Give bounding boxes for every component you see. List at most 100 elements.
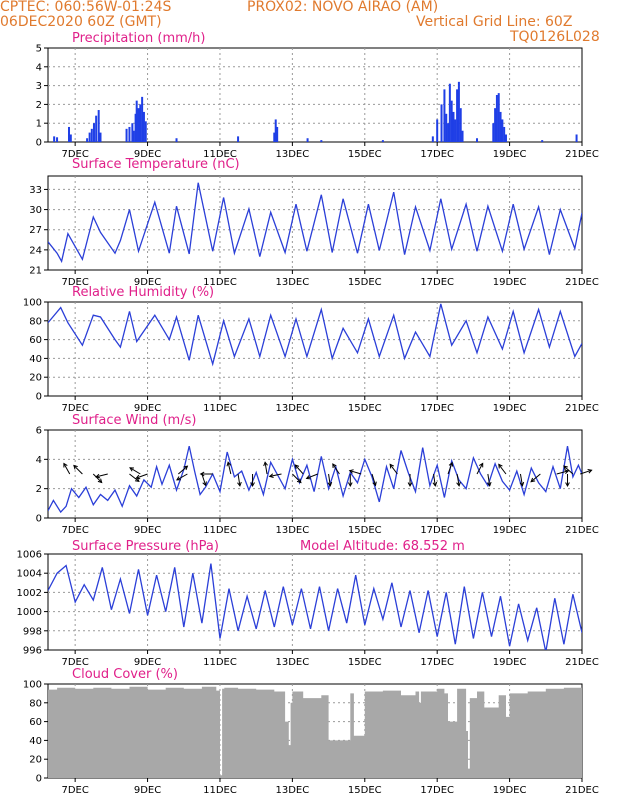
precipitation-xtick-label: 19DEC — [493, 149, 527, 160]
wind-arrow-head — [129, 467, 135, 472]
wind-arrow-head — [296, 478, 302, 484]
precipitation-bar — [450, 100, 453, 142]
wind-arrow — [95, 473, 108, 478]
precipitation-bar — [139, 104, 142, 142]
precipitation-bar — [381, 140, 384, 142]
wind-arrow-head — [305, 475, 311, 480]
precipitation-bar — [503, 126, 506, 142]
precipitation-bar — [276, 126, 279, 142]
pressure-ytick-label: 996 — [23, 646, 42, 657]
precipitation-bar — [53, 136, 56, 142]
wind-arrow — [136, 473, 148, 479]
wind-arrow-head — [237, 481, 242, 487]
pressure-ytick-label: 998 — [23, 626, 42, 637]
humidity-xtick-label: 11DEC — [203, 403, 237, 414]
precipitation-bar — [132, 130, 135, 142]
humidity-frame — [47, 301, 583, 397]
precipitation-bar — [504, 134, 507, 142]
wind-arrow — [269, 473, 282, 477]
precipitation-bar — [175, 138, 178, 142]
wind-arrow-head — [372, 481, 377, 487]
wind-title: Surface Wind (m/s) — [72, 413, 196, 428]
pressure-xtick-label: 15DEC — [348, 657, 382, 668]
cloud-cover-xtick-label: 7DEC — [61, 785, 88, 796]
wind-arrow-head — [530, 477, 536, 483]
precipitation-bar — [92, 123, 95, 142]
wind-arrow-head — [134, 477, 140, 483]
pressure-series-line — [48, 563, 582, 650]
pressure-ytick-label: 1006 — [17, 550, 42, 561]
precipitation-bar — [436, 119, 439, 142]
precipitation-bar — [142, 111, 145, 142]
header-grid-note: Vertical Grid Line: 60Z — [416, 14, 573, 30]
wind-arrow-head — [202, 481, 207, 487]
wind-arrow — [73, 465, 83, 475]
wind-xtick-label: 13DEC — [276, 525, 310, 536]
precipitation-bar — [56, 137, 59, 142]
pressure-xtick-label: 13DEC — [276, 657, 310, 668]
precipitation-bar — [541, 140, 544, 142]
precipitation-bar — [499, 111, 502, 142]
precipitation-bar — [131, 123, 134, 142]
cloud-cover-xtick-label: 19DEC — [493, 785, 527, 796]
wind-arrow — [563, 465, 574, 475]
humidity-xtick-label: 19DEC — [493, 403, 527, 414]
wind-arrow-head — [448, 461, 454, 467]
wind-arrow-head — [432, 481, 438, 487]
wind-arrow-head — [294, 464, 300, 470]
wind-series-line — [48, 445, 582, 514]
precipitation-xtick-label: 9DEC — [134, 149, 161, 160]
precipitation-bar — [492, 123, 495, 142]
precipitation-bar — [456, 89, 459, 142]
precipitation-bar — [137, 108, 140, 142]
wind-xtick-label: 15DEC — [348, 525, 382, 536]
temperature-ytick-label: 33 — [29, 185, 42, 196]
wind-arrow — [556, 470, 569, 475]
humidity-ytick-label: 100 — [23, 298, 42, 309]
wind-arrow — [92, 473, 103, 483]
wind-arrow — [306, 473, 318, 479]
humidity-xtick-label: 21DEC — [565, 403, 599, 414]
precipitation-bar — [86, 138, 89, 142]
header-run-date: 06DEC2020 60Z (GMT) — [0, 14, 162, 30]
temperature-xtick-label: 7DEC — [61, 277, 88, 288]
wind-arrow-head — [456, 481, 461, 487]
precipitation-bar — [443, 89, 446, 142]
temperature-xtick-label: 9DEC — [134, 277, 161, 288]
precipitation-bar — [90, 128, 93, 142]
wind-arrow-head — [250, 482, 255, 488]
precipitation-bar — [476, 138, 479, 142]
humidity-xtick-label: 9DEC — [134, 403, 161, 414]
humidity-ytick-label: 20 — [29, 373, 42, 384]
precipitation-ytick-label: 4 — [36, 62, 42, 73]
temperature-ytick-label: 30 — [29, 205, 42, 216]
cloud-cover-area — [48, 686, 582, 778]
wind-frame — [47, 429, 583, 519]
wind-arrow-head — [97, 478, 103, 484]
wind-arrow — [201, 473, 207, 486]
cloud-cover-xtick-label: 15DEC — [348, 785, 382, 796]
cloud-cover-xtick-label: 21DEC — [565, 785, 599, 796]
precipitation-ytick-label: 1 — [36, 119, 42, 130]
precipitation-xtick-label: 15DEC — [348, 149, 382, 160]
pressure-ytick-label: 1002 — [17, 588, 42, 599]
precipitation-bar — [273, 132, 276, 142]
wind-arrow-head — [268, 473, 274, 478]
wind-arrow-head — [175, 476, 181, 481]
wind-arrow-head — [199, 471, 205, 477]
precipitation-bar — [461, 130, 464, 142]
pressure-annotation: Model Altitude: 68.552 m — [300, 539, 465, 554]
precipitation-xtick-label: 13DEC — [276, 149, 310, 160]
wind-arrow — [129, 473, 140, 482]
wind-arrow-head — [332, 463, 337, 469]
precipitation-bar — [144, 121, 147, 142]
precipitation-xtick-label: 11DEC — [203, 149, 237, 160]
wind-arrow — [487, 473, 491, 486]
cloud-cover-ytick-label: 60 — [29, 717, 42, 728]
cloud-cover-xtick-label: 11DEC — [203, 785, 237, 796]
wind-arrow-head — [347, 482, 353, 488]
wind-arrow — [498, 464, 507, 475]
pressure-xtick-label: 17DEC — [420, 657, 454, 668]
humidity-ytick-label: 0 — [36, 392, 42, 403]
wind-arrow-head — [348, 469, 354, 474]
